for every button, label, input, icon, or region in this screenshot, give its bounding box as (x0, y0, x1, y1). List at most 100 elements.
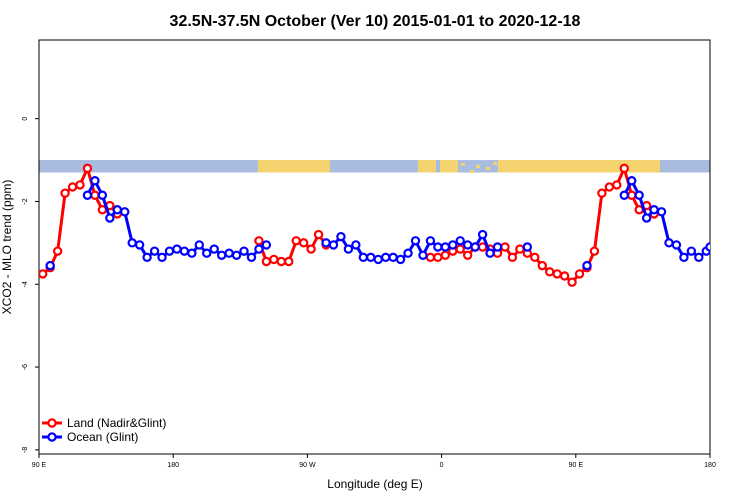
data-point (619, 163, 629, 174)
legend-item: Ocean (Glint) (42, 430, 138, 444)
data-point (597, 188, 607, 198)
data-point (127, 238, 137, 248)
data-point (246, 252, 257, 263)
data-point (298, 238, 309, 248)
data-point (261, 240, 272, 250)
legend-label: Ocean (Glint) (67, 430, 138, 444)
data-point (433, 252, 443, 263)
data-point (612, 180, 622, 190)
data-point (410, 236, 421, 246)
data-point (291, 236, 301, 246)
data-point (656, 207, 667, 217)
data-point (395, 254, 406, 265)
data-point (522, 242, 533, 252)
data-point (559, 271, 570, 281)
data-point (403, 248, 413, 258)
y-tick-label: -6 (22, 364, 29, 370)
data-point (589, 246, 600, 256)
data-point (52, 246, 63, 256)
data-point (619, 190, 629, 200)
data-point (254, 236, 264, 246)
data-point (507, 252, 518, 263)
x-tick-label: 90 E (569, 462, 584, 469)
data-point (388, 252, 398, 263)
land-band-speck (486, 167, 490, 170)
data-point (60, 188, 70, 198)
y-tick-label: -2 (22, 198, 29, 204)
x-tick-label: 0 (440, 462, 444, 469)
data-point (455, 236, 465, 246)
data-point (582, 260, 592, 271)
land-band-speck (470, 170, 474, 173)
chart-title: 32.5N-37.5N October (Ver 10) 2015-01-01 … (170, 13, 581, 30)
data-point (679, 252, 689, 263)
data-point (254, 244, 264, 254)
y-tick-label: -4 (22, 281, 29, 287)
data-point (500, 242, 510, 252)
legend-item: Land (Nadir&Glint) (42, 416, 166, 430)
legend-swatch-marker (47, 418, 57, 428)
data-point (694, 252, 704, 263)
data-point (269, 254, 279, 265)
land-band-segment (440, 160, 458, 173)
data-point (90, 176, 100, 186)
data-point (705, 242, 710, 252)
data-point (231, 250, 242, 260)
legend-label: Land (Nadir&Glint) (67, 416, 166, 430)
data-point (306, 244, 316, 254)
data-point (537, 260, 547, 271)
data-point (202, 248, 212, 258)
data-point (343, 244, 354, 254)
data-point (664, 238, 674, 248)
y-axis-label: XCO2 - MLO trend (ppm) (0, 180, 14, 315)
land-band-speck (476, 165, 480, 168)
data-point (455, 244, 465, 254)
data-point (164, 246, 175, 256)
data-point (82, 163, 93, 174)
data-point (649, 205, 659, 215)
data-point (120, 207, 130, 217)
data-point (433, 242, 443, 252)
land-band-speck (493, 162, 497, 165)
data-point (641, 213, 652, 223)
land-band-speck (449, 168, 453, 171)
x-tick-label: 90 E (32, 462, 47, 469)
data-point (194, 240, 204, 250)
data-point (82, 190, 93, 200)
data-point (321, 238, 331, 248)
land-band-speck (440, 161, 444, 164)
data-point (574, 269, 585, 279)
data-point (134, 240, 145, 250)
data-point (492, 242, 503, 252)
land-band-segment (418, 160, 436, 173)
data-point (187, 248, 197, 258)
data-point (530, 252, 540, 263)
data-point (239, 246, 249, 256)
x-axis: 90 E 180 90 W 0 90 E 180 (32, 454, 716, 469)
series-ocean (45, 176, 710, 271)
data-point (45, 260, 55, 271)
data-point (470, 242, 480, 252)
data-point (149, 246, 160, 256)
data-point (276, 256, 287, 267)
data-point (462, 250, 473, 260)
x-axis-label: Longitude (deg E) (327, 477, 422, 491)
data-point (671, 240, 682, 250)
y-tick-label: -8 (22, 447, 29, 453)
data-point (358, 252, 369, 263)
data-point (224, 248, 234, 258)
data-point (440, 242, 451, 252)
data-point (75, 180, 85, 190)
data-point (552, 269, 562, 279)
land-band-speck (461, 163, 465, 166)
data-point (686, 246, 697, 256)
data-point (97, 190, 108, 200)
data-point (336, 231, 346, 242)
data-point (172, 244, 182, 254)
data-point (67, 182, 78, 192)
data-point (462, 240, 473, 250)
series-layer (39, 163, 710, 287)
land-ocean-mask-band (39, 160, 710, 173)
x-tick-label: 180 (704, 462, 716, 469)
